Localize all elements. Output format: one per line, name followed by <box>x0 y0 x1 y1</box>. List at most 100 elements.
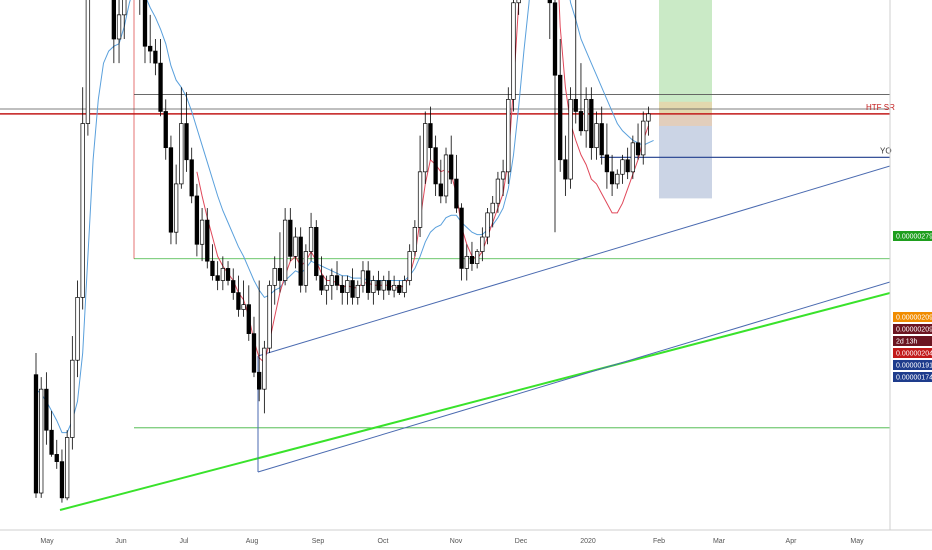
candle-body <box>168 147 174 233</box>
candle-body <box>44 388 49 431</box>
candle-body <box>293 236 298 257</box>
candle-down <box>59 449 65 503</box>
candle-body <box>49 429 54 455</box>
candle-body <box>573 99 578 112</box>
candle-body <box>189 159 194 197</box>
price-tag: 2d 13h <box>893 336 932 346</box>
candle-body <box>184 123 189 161</box>
candle-up <box>630 135 635 180</box>
price-tag-box <box>893 372 932 382</box>
candle-up <box>267 280 272 353</box>
candle-down <box>563 135 568 196</box>
profit-zone <box>659 0 712 114</box>
candle-body <box>407 251 412 281</box>
price-tag-label: 0.00000209 <box>896 327 932 334</box>
candle-up <box>39 377 44 498</box>
candle-body <box>583 99 589 132</box>
price-tags: 0.00000279 0.00000209 0.00000209 2d 13h 0.00… <box>893 231 932 382</box>
candle-down <box>635 123 641 160</box>
candle-down <box>573 0 578 124</box>
time-tick-label: Sep <box>312 538 325 545</box>
candle-body <box>298 236 303 286</box>
candle-up <box>480 227 485 262</box>
yearly-open-label: YO <box>880 146 892 155</box>
candle-body <box>277 268 283 281</box>
candle-body <box>449 154 454 180</box>
price-tag: 0.00000191 <box>893 360 932 370</box>
candle-down <box>459 203 464 281</box>
channel-lower-line <box>257 281 891 473</box>
candle-down <box>334 261 340 291</box>
candle-down <box>251 316 257 378</box>
candle-down <box>314 220 319 281</box>
candle-body <box>412 227 418 252</box>
candle-down <box>111 0 117 64</box>
candle-body <box>594 123 599 149</box>
candle-down <box>589 87 594 160</box>
candle-up <box>506 87 511 184</box>
time-tick-label: Jul <box>180 538 189 545</box>
candle-down <box>599 106 604 165</box>
candle-up <box>220 256 225 291</box>
channel-upper-line <box>257 165 891 357</box>
time-tick-label: May <box>40 538 54 545</box>
candle-body <box>464 256 469 269</box>
candle-body <box>267 284 272 349</box>
candle-up <box>423 111 428 184</box>
time-tick-label: 2020 <box>580 538 596 545</box>
candle-body <box>194 195 200 245</box>
candle-up <box>594 111 599 160</box>
candle-up <box>80 87 85 310</box>
time-tick-label: Feb <box>653 538 665 545</box>
candle-up <box>324 275 329 305</box>
candle-down <box>205 208 210 269</box>
candle-up <box>495 171 501 213</box>
uptrend-line <box>59 292 891 511</box>
candle-body <box>417 171 423 228</box>
candle-body <box>199 219 205 245</box>
candle-body <box>578 111 584 132</box>
candle-body <box>64 437 70 499</box>
time-tick-label: Jun <box>115 538 126 545</box>
candle-up <box>500 159 506 196</box>
candle-down <box>578 63 584 136</box>
candle-body <box>210 260 215 277</box>
candle-body <box>500 171 506 180</box>
candle-body <box>85 0 91 124</box>
candle-down <box>298 227 303 293</box>
candle-down <box>625 147 630 180</box>
candle-body <box>568 99 573 180</box>
candle-down <box>386 270 392 295</box>
price-tag-box <box>893 312 932 322</box>
candle-up <box>412 220 418 257</box>
candle-down <box>552 0 558 233</box>
candle-up <box>615 169 620 189</box>
candle-body <box>231 280 236 293</box>
candle-body <box>59 461 65 499</box>
candle-body <box>547 0 552 4</box>
candle-body <box>329 275 334 286</box>
candle-body <box>345 280 350 293</box>
candle-up <box>345 275 350 305</box>
candle-up <box>583 87 589 148</box>
candle-down <box>547 0 552 39</box>
time-axis: May Jun Jul Aug Sep Oct Nov Dec 2020 Feb Mar Apr May <box>40 538 864 545</box>
candle-down <box>158 39 163 117</box>
candle-down <box>609 154 615 196</box>
candle-body <box>599 123 604 156</box>
candle-body <box>116 14 122 40</box>
candle-up <box>646 106 651 136</box>
candle-up <box>511 0 516 112</box>
candle-body <box>506 99 511 173</box>
candle-down <box>433 135 438 196</box>
candle-body <box>241 304 246 310</box>
candle-body <box>334 275 340 286</box>
candle-body <box>314 227 319 277</box>
position-zones <box>659 0 712 199</box>
candle-body <box>391 284 397 291</box>
candle-down <box>350 268 355 305</box>
candle-body <box>355 284 360 298</box>
candle-body <box>122 0 127 16</box>
price-tag-label: 0.00000191 <box>896 363 932 370</box>
candle-body <box>469 256 475 264</box>
